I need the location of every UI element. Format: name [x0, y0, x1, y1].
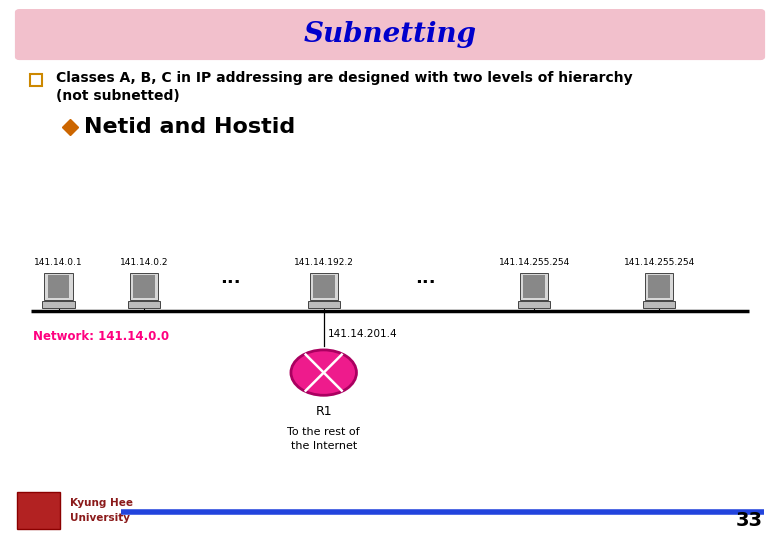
Text: University: University [70, 514, 130, 523]
FancyBboxPatch shape [133, 275, 155, 298]
Text: Subnetting: Subnetting [303, 21, 477, 48]
FancyBboxPatch shape [523, 275, 545, 298]
Text: 141.14.0.2: 141.14.0.2 [120, 258, 168, 267]
Circle shape [291, 350, 356, 395]
FancyBboxPatch shape [645, 273, 673, 300]
Text: 33: 33 [736, 511, 763, 530]
FancyBboxPatch shape [643, 301, 675, 308]
Text: To the rest of
the Internet: To the rest of the Internet [287, 427, 360, 450]
FancyBboxPatch shape [130, 273, 158, 300]
FancyBboxPatch shape [44, 273, 73, 300]
Text: Classes A, B, C in IP addressing are designed with two levels of hierarchy: Classes A, B, C in IP addressing are des… [56, 71, 633, 85]
Text: 141.14.255.254: 141.14.255.254 [623, 258, 695, 267]
FancyBboxPatch shape [518, 301, 551, 308]
Text: 141.14.0.1: 141.14.0.1 [34, 258, 83, 267]
Text: 141.14.255.254: 141.14.255.254 [498, 258, 570, 267]
FancyBboxPatch shape [313, 275, 335, 298]
Text: R1: R1 [315, 405, 332, 418]
Text: 141.14.192.2: 141.14.192.2 [294, 258, 353, 267]
Text: (not subnetted): (not subnetted) [56, 89, 180, 103]
FancyBboxPatch shape [42, 301, 75, 308]
Text: ...: ... [415, 269, 435, 287]
Text: Kyung Hee: Kyung Hee [70, 498, 133, 508]
Text: Netid and Hostid: Netid and Hostid [84, 117, 296, 138]
FancyBboxPatch shape [16, 10, 764, 59]
FancyBboxPatch shape [128, 301, 161, 308]
FancyBboxPatch shape [17, 492, 60, 529]
FancyBboxPatch shape [307, 301, 340, 308]
Text: 141.14.201.4: 141.14.201.4 [328, 329, 397, 340]
Text: Network: 141.14.0.0: Network: 141.14.0.0 [33, 330, 169, 343]
FancyBboxPatch shape [648, 275, 670, 298]
FancyBboxPatch shape [520, 273, 548, 300]
Text: ...: ... [220, 269, 240, 287]
FancyBboxPatch shape [30, 74, 42, 86]
FancyBboxPatch shape [310, 273, 338, 300]
FancyBboxPatch shape [48, 275, 69, 298]
